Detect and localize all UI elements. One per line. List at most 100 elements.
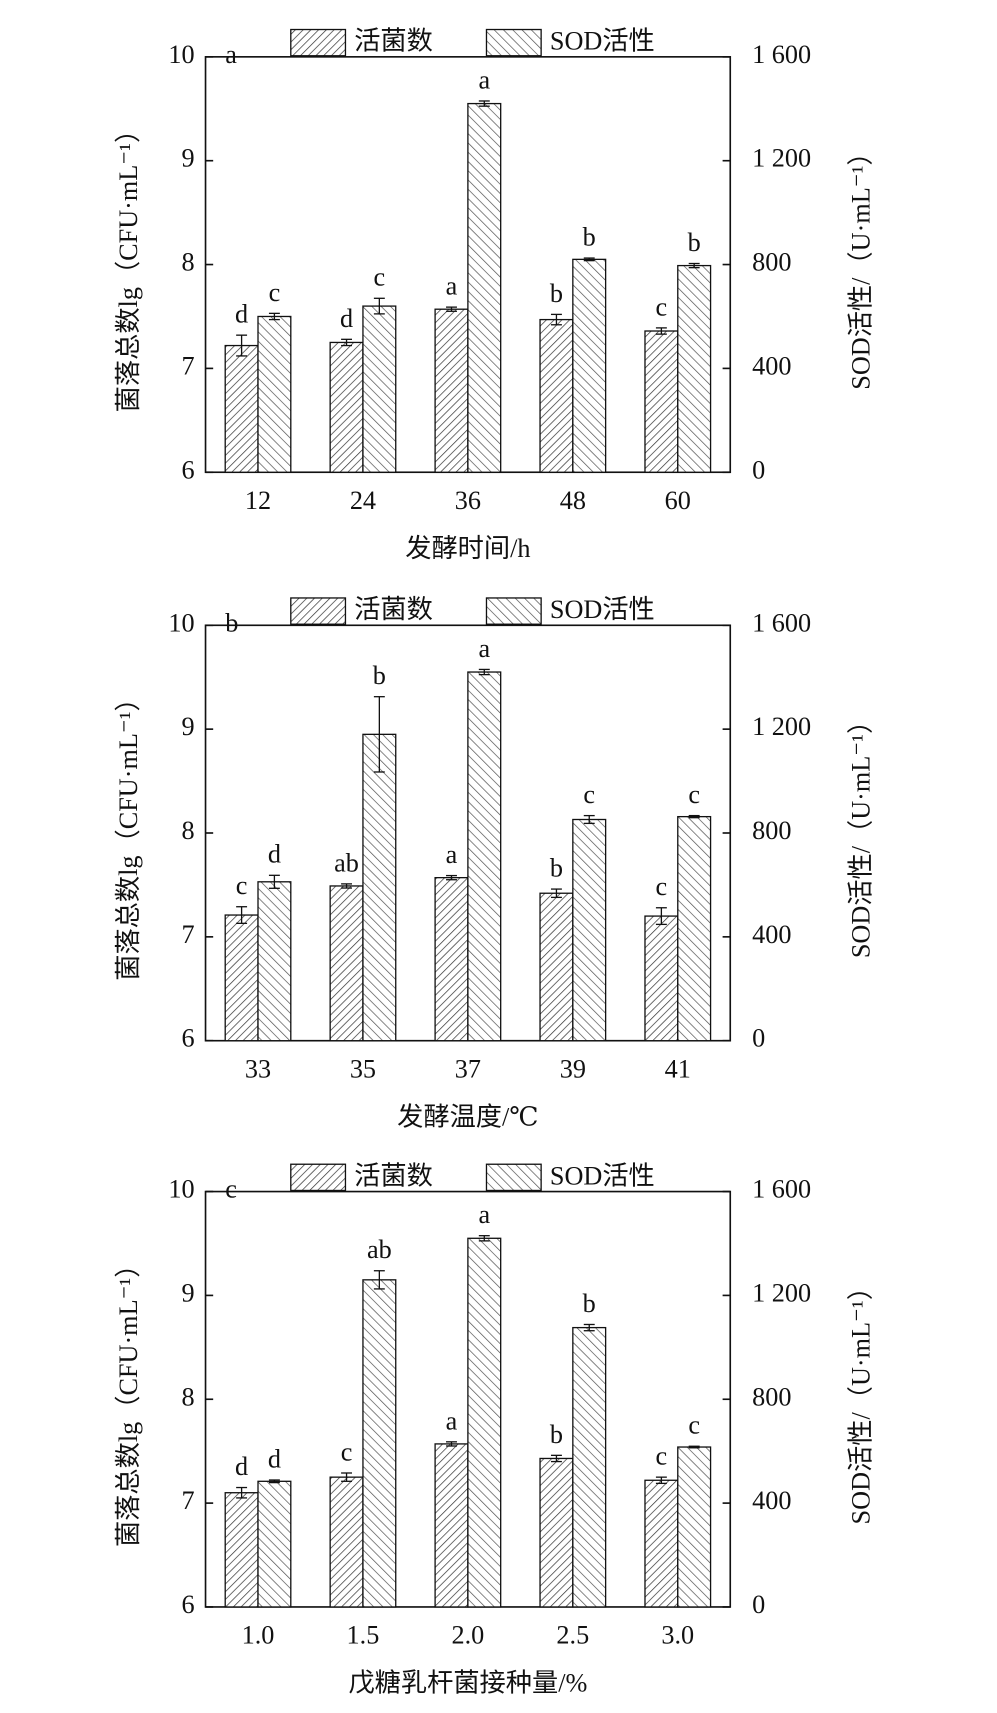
x-tick-label: 1.0 (242, 1621, 275, 1650)
error-bar (583, 1323, 595, 1332)
x-tick-label: 36 (455, 486, 481, 515)
bar (257, 1480, 292, 1608)
legend-swatch (485, 28, 542, 57)
y-tick-label: 9 (181, 1278, 194, 1307)
error-bar (478, 668, 490, 676)
legend-swatch (290, 1163, 347, 1192)
y-axis-label: 菌落总数lg（CFU·mL⁻¹） (114, 117, 143, 413)
y2-tick-label: 1 600 (752, 1175, 811, 1204)
y2-tick-label: 400 (752, 1486, 791, 1515)
error-bar (688, 1445, 700, 1449)
error-bar (373, 1270, 385, 1290)
bar (257, 315, 292, 473)
significance-label: d (268, 1444, 281, 1473)
y-tick-label: 10 (168, 1175, 194, 1204)
bar (539, 892, 574, 1042)
panel-label: b (225, 608, 238, 637)
significance-label: a (446, 1406, 458, 1435)
y-tick-label: 9 (181, 712, 194, 741)
error-bar (478, 100, 490, 107)
error-bar (655, 1476, 667, 1485)
y2-axis-label: SOD活性/（U·mL⁻¹） (847, 139, 876, 389)
error-bar (446, 874, 457, 881)
significance-label: b (583, 222, 596, 251)
bar (257, 881, 292, 1042)
y2-axis-label: SOD活性/（U·mL⁻¹） (847, 1274, 876, 1524)
legend-swatch (290, 597, 347, 625)
bar (362, 733, 397, 1042)
x-tick-label: 12 (245, 486, 271, 515)
significance-label: c (269, 278, 281, 307)
bar (329, 885, 364, 1042)
y-tick-label: 6 (181, 1590, 194, 1619)
significance-label: b (688, 228, 701, 257)
error-bar (446, 1441, 457, 1447)
error-bar (655, 907, 667, 926)
error-bar (550, 313, 562, 326)
error-bar (373, 696, 385, 773)
y2-tick-label: 800 (752, 1382, 791, 1411)
legend-label: SOD活性 (550, 27, 655, 56)
legend-label: 活菌数 (354, 595, 433, 624)
y2-axis-label: SOD活性/（U·mL⁻¹） (847, 708, 876, 958)
y-tick-label: 10 (168, 608, 194, 637)
significance-label: a (478, 634, 490, 663)
error-bar (236, 906, 248, 925)
bar (572, 258, 607, 473)
bar (677, 815, 712, 1042)
panel-label: a (225, 40, 237, 69)
y-tick-label: 7 (181, 920, 194, 949)
x-tick-label: 35 (350, 1054, 376, 1083)
y2-tick-label: 800 (752, 248, 791, 277)
significance-label: b (583, 1289, 596, 1318)
y2-tick-label: 400 (752, 920, 791, 949)
bar (572, 818, 607, 1042)
y-tick-label: 7 (181, 351, 194, 380)
error-bar (373, 297, 385, 315)
x-tick-label: 24 (350, 486, 376, 515)
significance-label: d (235, 300, 248, 329)
significance-label: c (656, 1442, 668, 1471)
x-tick-label: 37 (455, 1054, 481, 1083)
bar (572, 1326, 607, 1608)
bar (329, 341, 364, 473)
bar (644, 915, 679, 1042)
significance-label: c (656, 872, 668, 901)
error-bar (655, 327, 667, 335)
error-bar (688, 814, 700, 819)
error-bar (341, 1472, 353, 1482)
x-axis-label: 发酵温度/℃ (397, 1102, 539, 1131)
significance-label: b (550, 1420, 563, 1449)
significance-label: a (478, 65, 490, 94)
error-bar (583, 257, 595, 262)
bar (224, 1492, 259, 1608)
y2-tick-label: 0 (752, 1024, 765, 1053)
x-tick-label: 39 (560, 1054, 586, 1083)
x-tick-label: 1.5 (347, 1621, 380, 1650)
significance-label: c (374, 263, 386, 292)
x-tick-label: 41 (665, 1054, 691, 1083)
bar (677, 264, 712, 473)
significance-label: c (236, 871, 248, 900)
y2-tick-label: 0 (752, 1590, 765, 1619)
y2-tick-label: 0 (752, 455, 765, 484)
legend-label: SOD活性 (550, 1161, 655, 1190)
bar (434, 1443, 469, 1608)
y2-tick-label: 1 200 (752, 712, 811, 741)
significance-label: ab (367, 1235, 392, 1264)
error-bar (236, 334, 248, 357)
error-bar (446, 306, 457, 312)
x-tick-label: 2.0 (452, 1621, 485, 1650)
legend-label: 活菌数 (354, 27, 433, 56)
bar (644, 330, 679, 473)
x-tick-label: 3.0 (661, 1621, 694, 1650)
error-bar (688, 262, 700, 269)
bar (434, 876, 469, 1042)
bar (224, 344, 259, 473)
error-bar (236, 1486, 248, 1499)
y-tick-label: 8 (181, 248, 194, 277)
y-tick-label: 6 (181, 1024, 194, 1053)
significance-label: d (235, 1452, 248, 1481)
significance-label: b (550, 854, 563, 883)
